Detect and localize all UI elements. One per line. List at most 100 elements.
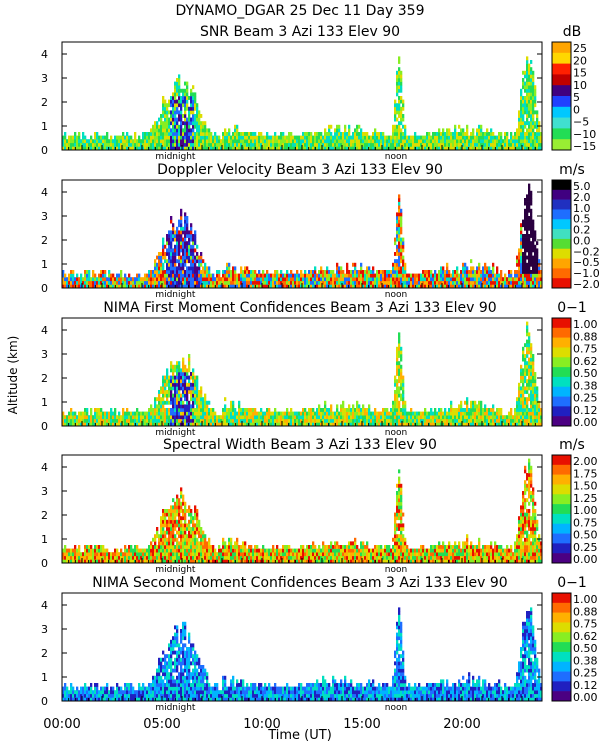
- heat-cell: [118, 139, 121, 144]
- heat-cell: [160, 408, 163, 412]
- heat-cell: [182, 262, 185, 267]
- heat-cell: [96, 411, 99, 416]
- heat-cell: [160, 262, 163, 267]
- heat-cell: [178, 146, 181, 151]
- heat-cell: [304, 142, 307, 147]
- heat-cell: [398, 132, 401, 136]
- heat-cell: [252, 139, 255, 144]
- heat-cell: [522, 411, 525, 416]
- heat-cell: [192, 266, 195, 271]
- heat-cell: [180, 96, 183, 100]
- heat-cell: [342, 284, 345, 289]
- heat-cell: [172, 418, 175, 423]
- heat-cell: [486, 415, 489, 420]
- heat-cell: [186, 411, 189, 416]
- heat-cell: [526, 92, 529, 97]
- heat-cell: [516, 418, 519, 423]
- heat-cell: [90, 418, 93, 423]
- heat-cell: [424, 415, 427, 420]
- heat-cell: [522, 142, 525, 147]
- heat-cell: [254, 408, 257, 412]
- heat-cell: [126, 284, 129, 289]
- heat-cell: [278, 411, 281, 416]
- heat-cell: [172, 400, 175, 405]
- heat-cell: [232, 270, 235, 274]
- heat-cell: [200, 411, 203, 416]
- heat-cell: [436, 277, 439, 282]
- heat-cell: [318, 284, 321, 289]
- heat-cell: [392, 139, 395, 144]
- heat-cell: [496, 135, 499, 140]
- heat-cell: [352, 273, 355, 278]
- heat-cell: [184, 270, 187, 274]
- heat-cell: [460, 415, 463, 420]
- heat-cell: [134, 135, 137, 140]
- heat-cell: [158, 411, 161, 416]
- heat-cell: [186, 255, 189, 260]
- heat-cell: [530, 128, 533, 133]
- heat-cell: [174, 117, 177, 122]
- heat-cell: [290, 277, 293, 282]
- heat-cell: [262, 415, 265, 420]
- heat-cell: [114, 408, 117, 412]
- heat-cell: [182, 372, 185, 376]
- heat-cell: [330, 418, 333, 423]
- panel-3: NIMA First Moment Confidences Beam 3 Azi…: [41, 300, 598, 438]
- heat-cell: [296, 422, 299, 427]
- heat-cell: [422, 411, 425, 416]
- heat-cell: [482, 411, 485, 416]
- heat-cell: [398, 368, 401, 373]
- heat-cell: [470, 135, 473, 140]
- heat-cell: [540, 132, 543, 136]
- heat-cell: [448, 418, 451, 423]
- heat-cell: [196, 404, 199, 409]
- heat-cell: [336, 404, 339, 409]
- heat-cell: [430, 142, 433, 147]
- heat-cell: [282, 411, 285, 416]
- heat-cell: [514, 273, 517, 278]
- heat-cell: [364, 146, 367, 151]
- heat-cell: [264, 418, 267, 423]
- heat-cell: [528, 248, 531, 253]
- heat-cell: [378, 277, 381, 282]
- heat-cell: [524, 270, 527, 274]
- heat-cell: [438, 270, 441, 274]
- heat-cell: [164, 121, 167, 126]
- heat-cell: [442, 277, 445, 282]
- heat-cell: [382, 273, 385, 278]
- heat-cell: [162, 106, 165, 111]
- heat-cell: [522, 110, 525, 115]
- heat-cell: [396, 142, 399, 147]
- heat-cell: [170, 117, 173, 122]
- heat-cell: [394, 280, 397, 285]
- heat-cell: [166, 273, 169, 278]
- heat-cell: [478, 142, 481, 147]
- heat-cell: [528, 81, 531, 86]
- heat-cell: [358, 415, 361, 420]
- heat-cell: [522, 408, 525, 412]
- heat-cell: [400, 114, 403, 118]
- heat-cell: [454, 270, 457, 274]
- heat-cell: [168, 382, 171, 387]
- heat-cell: [400, 117, 403, 122]
- heat-cell: [190, 408, 193, 412]
- heat-cell: [344, 418, 347, 423]
- heat-cell: [490, 142, 493, 147]
- heat-cell: [528, 194, 531, 199]
- heat-cell: [280, 411, 283, 416]
- heat-cell: [526, 117, 529, 122]
- heat-cell: [380, 422, 383, 427]
- heat-cell: [160, 255, 163, 260]
- heat-cell: [438, 418, 441, 423]
- heat-cell: [330, 270, 333, 274]
- heat-cell: [530, 270, 533, 274]
- heat-cell: [304, 135, 307, 140]
- heat-cell: [208, 132, 211, 136]
- heat-cell: [184, 284, 187, 289]
- heat-cell: [144, 415, 147, 420]
- heat-cell: [168, 234, 171, 238]
- heat-cell: [178, 400, 181, 405]
- heat-cell: [120, 418, 123, 423]
- heat-cell: [184, 110, 187, 115]
- heat-cell: [412, 273, 415, 278]
